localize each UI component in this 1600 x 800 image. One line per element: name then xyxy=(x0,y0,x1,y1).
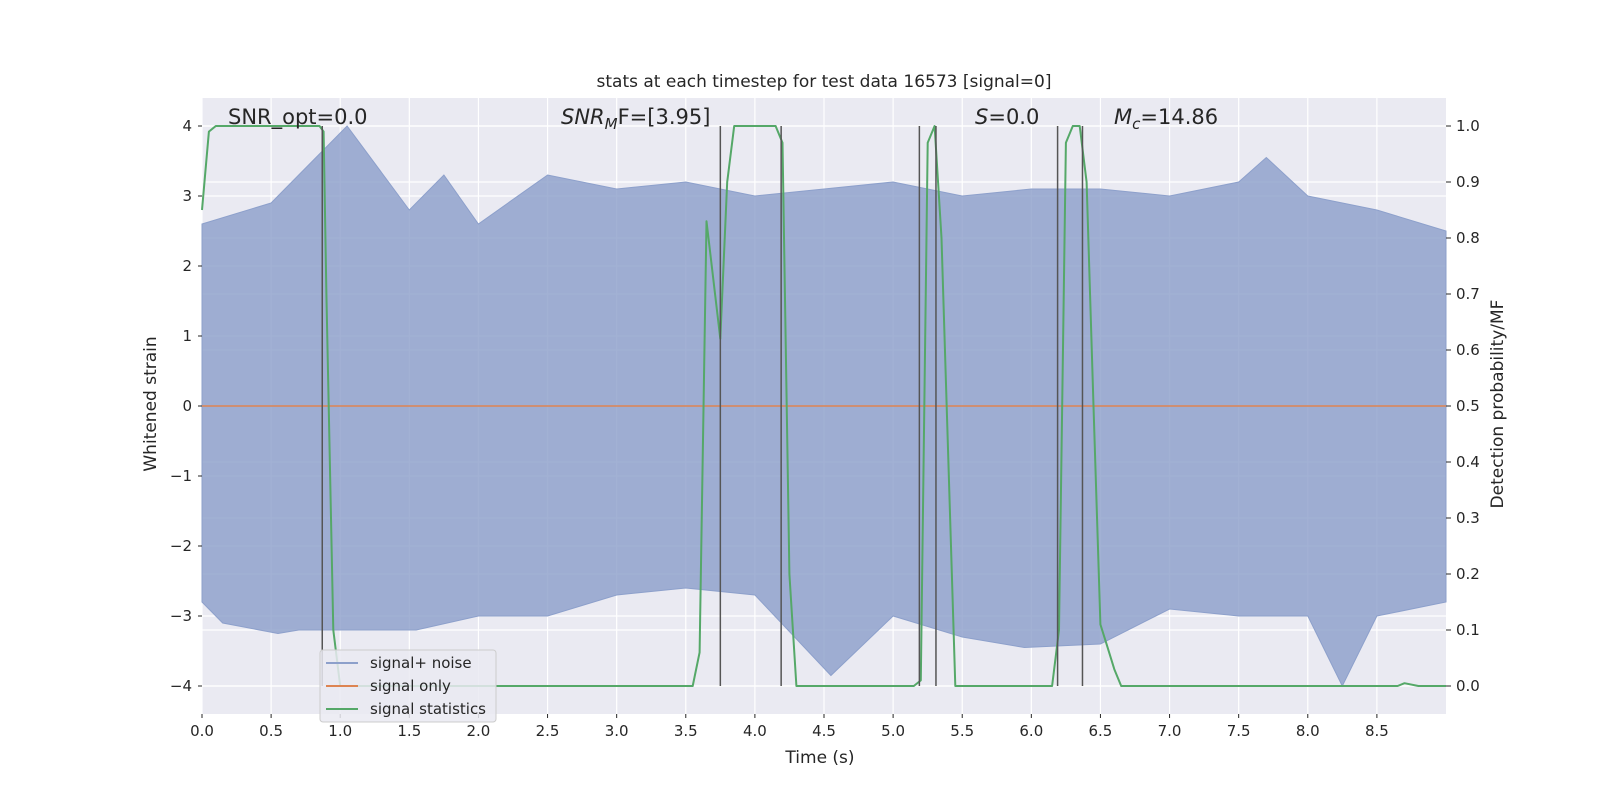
y-tick-label: 1 xyxy=(182,327,192,345)
y-right-tick-label: 0.6 xyxy=(1456,341,1480,359)
y-tick-label: 4 xyxy=(182,117,192,135)
x-tick-label: 5.0 xyxy=(881,722,905,740)
x-tick-label: 2.0 xyxy=(467,722,491,740)
x-tick-label: 8.5 xyxy=(1365,722,1389,740)
y-right-axis-title: Detection probability/MF xyxy=(1488,300,1508,509)
x-tick-label: 6.0 xyxy=(1019,722,1043,740)
x-tick-label: 8.0 xyxy=(1296,722,1320,740)
y-right-tick-label: 0.7 xyxy=(1456,285,1480,303)
x-tick-label: 4.0 xyxy=(743,722,767,740)
annotation-snr-mf-sub: M xyxy=(605,115,618,133)
x-tick-label: 1.0 xyxy=(328,722,352,740)
x-axis-title: Time (s) xyxy=(784,748,854,768)
annotation-s-main: S xyxy=(975,105,988,129)
x-tick-label: 4.5 xyxy=(812,722,836,740)
y-tick-label: −1 xyxy=(170,467,192,485)
y-tick-label: 2 xyxy=(182,257,192,275)
y-tick-label: 0 xyxy=(182,397,192,415)
x-tick-label: 2.5 xyxy=(536,722,560,740)
legend-label-signal-statistics: signal statistics xyxy=(370,700,486,718)
y-axis-title: Whitened strain xyxy=(141,336,161,471)
x-tick-label: 6.5 xyxy=(1089,722,1113,740)
x-tick-label: 7.5 xyxy=(1227,722,1251,740)
y-right-tick-label: 0.2 xyxy=(1456,565,1480,583)
x-tick-label: 5.5 xyxy=(950,722,974,740)
annotation-s-rest: =0.0 xyxy=(988,105,1039,129)
x-tick-label: 0.0 xyxy=(190,722,214,740)
legend-box xyxy=(319,649,497,723)
annotation-s: S=0.0 xyxy=(975,105,1039,129)
y-right-tick-label: 0.8 xyxy=(1456,229,1480,247)
annotation-snr-mf: SNRMF=[3.95] xyxy=(561,105,710,133)
annotation-mc-sub: c xyxy=(1132,115,1141,133)
y-tick-label: −3 xyxy=(170,607,192,625)
x-tick-label: 7.0 xyxy=(1158,722,1182,740)
y-right-tick-label: 0.3 xyxy=(1456,509,1480,527)
annotation-mc: Mc=14.86 xyxy=(1114,105,1218,133)
y-tick-label: −2 xyxy=(170,537,192,555)
y-right-tick-label: 0.4 xyxy=(1456,453,1480,471)
legend-label-signal-noise: signal+ noise xyxy=(370,654,472,672)
y-right-tick-label: 1.0 xyxy=(1456,117,1480,135)
legend: signal+ noise signal only signal statist… xyxy=(319,649,497,723)
y-right-tick-label: 0.0 xyxy=(1456,677,1480,695)
annotation-mc-rest: =14.86 xyxy=(1140,105,1218,129)
x-tick-label: 3.5 xyxy=(674,722,698,740)
y-right-tick-label: 0.9 xyxy=(1456,173,1480,191)
annotation-snr-mf-main: SNR xyxy=(561,105,605,129)
annotation-snr-mf-rest: F=[3.95] xyxy=(618,105,711,129)
x-tick-label: 3.0 xyxy=(605,722,629,740)
x-tick-label: 1.5 xyxy=(397,722,421,740)
chart-title: stats at each timestep for test data 165… xyxy=(597,72,1052,92)
y-right-tick-label: 0.5 xyxy=(1456,397,1480,415)
x-tick-label: 0.5 xyxy=(259,722,283,740)
y-tick-label: 3 xyxy=(182,187,192,205)
annotation-mc-main: M xyxy=(1114,105,1132,129)
y-right-tick-label: 0.1 xyxy=(1456,621,1480,639)
y-tick-label: −4 xyxy=(170,677,192,695)
legend-label-signal-only: signal only xyxy=(370,677,451,695)
annotation-snr-opt: SNR_opt=0.0 xyxy=(228,105,368,130)
